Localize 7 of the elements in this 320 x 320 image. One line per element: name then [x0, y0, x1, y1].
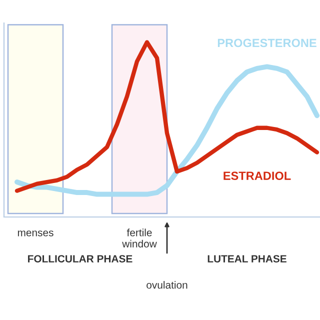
- text: FOLLICULAR PHASE: [28, 255, 132, 262]
- text: ovulation: [146, 281, 188, 289]
- text: fertile window: [122, 228, 157, 248]
- text: menses: [18, 230, 54, 236]
- text: PROGESTERONE: [218, 38, 316, 48]
- series-label: ESTRADIOL: [224, 172, 291, 180]
- text: LUTEAL PHASE: [208, 255, 286, 262]
